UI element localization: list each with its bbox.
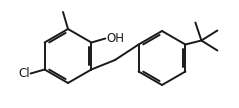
Text: OH: OH [106,32,124,45]
Text: Cl: Cl [18,67,30,80]
